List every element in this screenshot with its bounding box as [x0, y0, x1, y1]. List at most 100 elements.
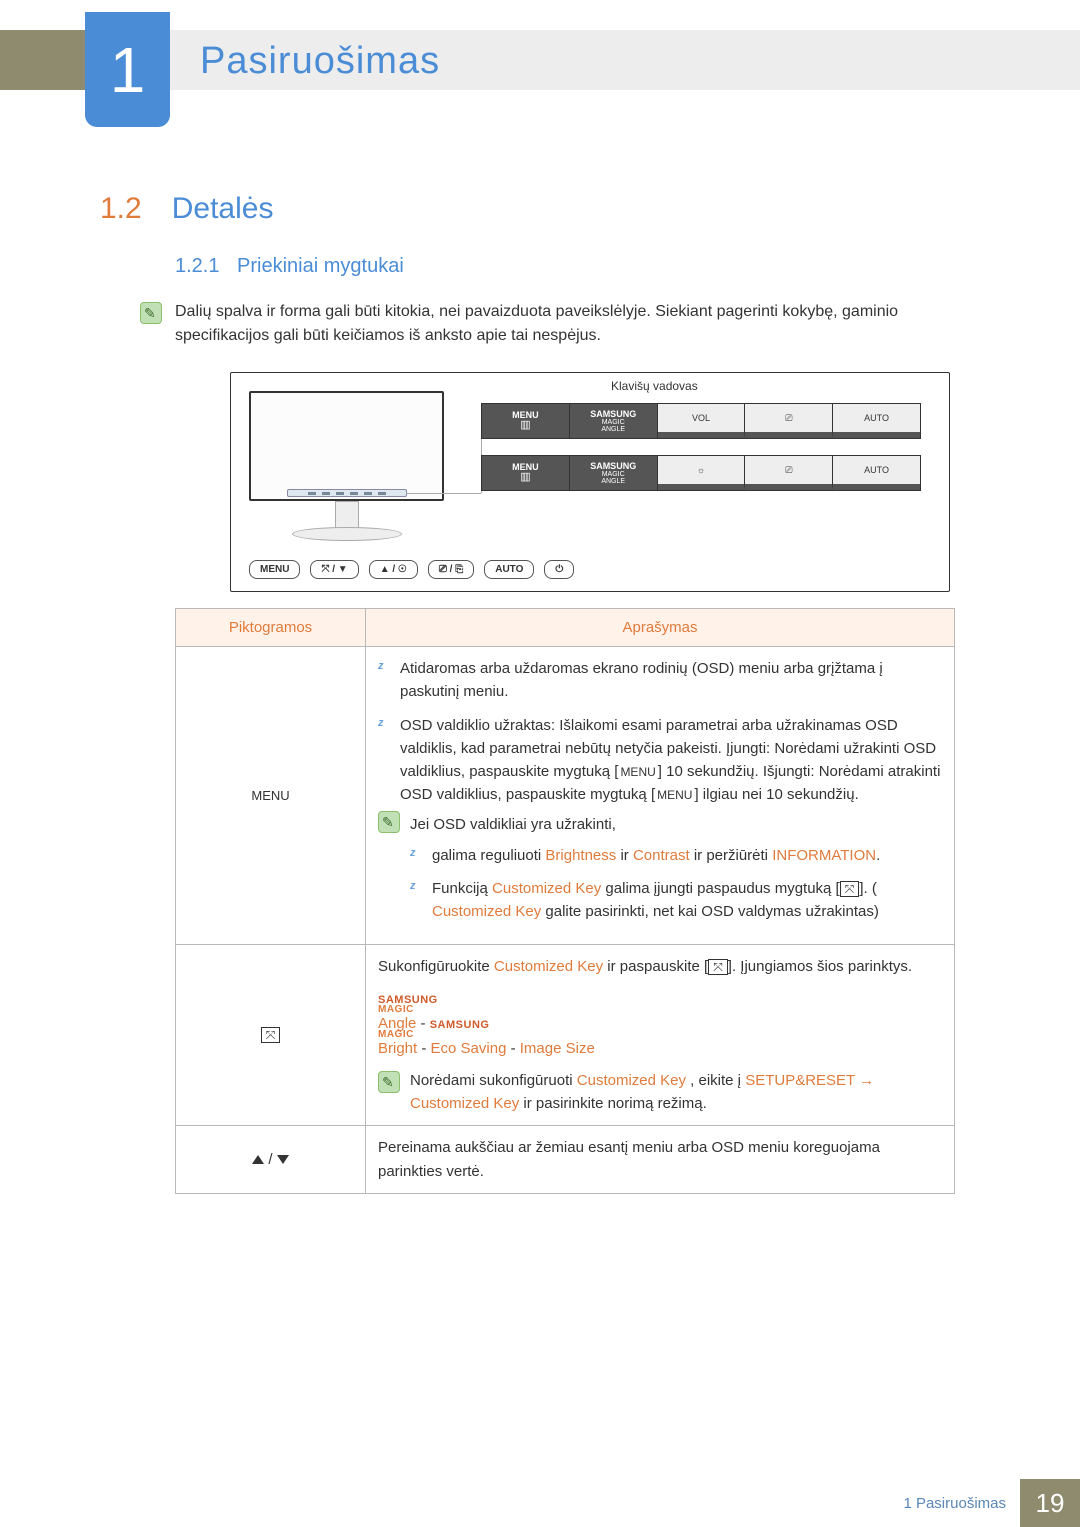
panel-label: AUTO: [864, 414, 889, 423]
button-chip-up: ▲ / ☉: [369, 560, 418, 579]
text-run: Norėdami sukonfigūruoti: [410, 1072, 577, 1089]
row-icon-menu: MENU: [176, 647, 366, 945]
sub-note-head: Jei OSD valdikliai yra užrakinti,: [410, 813, 942, 836]
separator: -: [421, 1040, 430, 1057]
button-chip-menu: MENU: [249, 560, 300, 579]
custom-key-icon: ⤧: [261, 1027, 281, 1043]
monitor-illustration: [249, 391, 444, 541]
monitor-button-bar: [287, 489, 407, 497]
panel-cell: SAMSUNGMAGICANGLE: [570, 456, 658, 490]
panel-cell: MENU▥: [482, 456, 570, 490]
separator: -: [421, 1015, 430, 1032]
top-bar-olive: [0, 30, 85, 90]
bullet-item: OSD valdiklio užraktas: Išlaikomi esami …: [378, 714, 942, 924]
text-run: ]. (: [859, 880, 877, 897]
buttons-table: Piktogramos Aprašymas MENU Atidaromas ar…: [175, 608, 955, 1194]
page-root: 1 Pasiruošimas 1.2 Detalės 1.2.1 Priekin…: [0, 0, 1080, 1527]
intro-note-block: Dalių spalva ir forma gali būti kitokia,…: [175, 300, 990, 348]
subsection-heading: 1.2.1 Priekiniai mygtukai: [175, 255, 404, 278]
panel-label: ⎚: [785, 466, 792, 475]
key-guide-row-1: MENU▥ SAMSUNGMAGICANGLE VOL ⎚ AUTO: [481, 403, 921, 439]
orange-term: Brightness: [545, 847, 616, 864]
orange-term: Customized Key: [492, 880, 601, 897]
panel-label: ⎚: [785, 414, 792, 423]
text-run: Funkciją: [432, 880, 492, 897]
text-run: , eikite į: [690, 1072, 745, 1089]
section-number: 1.2: [100, 192, 142, 226]
sub-note-block: Jei OSD valdikliai yra užrakinti, galima…: [378, 807, 942, 924]
subsection-title: Priekiniai mygtukai: [237, 255, 404, 277]
intro-note-text: Dalių spalva ir forma gali būti kitokia,…: [175, 303, 898, 344]
text-run: ]. Įjungiamos šios parinktys.: [728, 958, 912, 975]
menu-label: MENU: [655, 786, 694, 805]
bullet-item: Atidaromas arba uždaromas ekrano rodinių…: [378, 657, 942, 704]
table-row: ⤧ Sukonfigūruokite Customized Key ir pas…: [176, 944, 955, 1126]
orange-term: Customized Key: [432, 903, 541, 920]
inline-custom-icon: ⤧: [840, 881, 860, 897]
panel-label: ☼: [697, 466, 705, 475]
orange-term: SETUP&RESET: [745, 1072, 855, 1089]
panel-cell: ⎚: [745, 404, 833, 438]
menu-label: MENU: [618, 763, 657, 782]
button-chip-custom: ⤧ / ▼: [310, 560, 358, 579]
monitor-neck: [335, 501, 359, 529]
row-desc-updown: Pereinama aukščiau ar žemiau esantį meni…: [366, 1126, 955, 1194]
subsection-number: 1.2.1: [175, 255, 219, 277]
panel-label: AUTO: [864, 466, 889, 475]
physical-buttons-row: MENU ⤧ / ▼ ▲ / ☉ ⎚ / ⎘ AUTO ⏻: [249, 560, 574, 579]
button-chip-power: ⏻: [544, 560, 574, 579]
note-icon: [378, 1071, 400, 1093]
button-chip-source: ⎚ / ⎘: [428, 560, 474, 579]
note-icon: [378, 811, 400, 833]
triangle-up-icon: [252, 1155, 264, 1164]
page-footer: 1 Pasiruošimas 19: [0, 1479, 1080, 1527]
brand-options-line: SAMSUNGMAGICAngle - SAMSUNGMAGICBright -…: [378, 990, 942, 1057]
chapter-title: Pasiruošimas: [200, 40, 440, 83]
table-row: / Pereinama aukščiau ar žemiau esantį me…: [176, 1126, 955, 1194]
text-run: galite pasirinkti, net kai OSD valdymas …: [545, 903, 878, 920]
text-run: ir peržiūrėti: [694, 847, 772, 864]
orange-term: Customized Key: [577, 1072, 686, 1089]
row-icon-updown: /: [176, 1126, 366, 1194]
panel-cell: AUTO: [833, 404, 920, 438]
bullet-item: Funkciją Customized Key galima įjungti p…: [410, 877, 942, 924]
table-header-icons: Piktogramos: [176, 609, 366, 647]
text-run: ir paspauskite [: [607, 958, 708, 975]
orange-term: INFORMATION: [772, 847, 876, 864]
monitor-base: [292, 527, 402, 541]
footer-text: 1 Pasiruošimas: [903, 1495, 1006, 1512]
orange-term: Image Size: [520, 1040, 595, 1057]
text-run: galima įjungti paspaudus mygtuką [: [605, 880, 839, 897]
orange-term: Bright: [378, 1040, 417, 1057]
panel-cell: SAMSUNGMAGICANGLE: [570, 404, 658, 438]
button-diagram: Klavišų vadovas MENU▥ SAMSUNGMAGICANGLE …: [230, 372, 950, 592]
orange-term: Customized Key: [494, 958, 603, 975]
text-run: galima reguliuoti: [432, 847, 541, 864]
chapter-number-badge: 1: [85, 12, 170, 127]
panel-cell: MENU▥: [482, 404, 570, 438]
leader-line-1: [406, 493, 481, 494]
row-icon-custom: ⤧: [176, 944, 366, 1126]
table-row: MENU Atidaromas arba uždaromas ekrano ro…: [176, 647, 955, 945]
arrow-sep: →: [859, 1072, 874, 1089]
text-run: Sukonfigūruokite: [378, 958, 494, 975]
bullet-item: galima reguliuoti Brightness ir Contrast…: [410, 844, 942, 867]
triangle-down-icon: [277, 1155, 289, 1164]
samsung-magic-label: SAMSUNGMAGIC: [378, 1019, 942, 1040]
text-run: ir: [620, 847, 633, 864]
orange-term: Customized Key: [410, 1095, 519, 1112]
panel-cell: ⎚: [745, 456, 833, 490]
note-icon: [140, 302, 162, 324]
row-desc-custom: Sukonfigūruokite Customized Key ir paspa…: [366, 944, 955, 1126]
section-title: Detalės: [172, 192, 274, 226]
footer-page-number: 19: [1020, 1479, 1080, 1527]
monitor-screen: [249, 391, 444, 501]
section-heading: 1.2 Detalės: [100, 192, 273, 226]
row-desc-menu: Atidaromas arba uždaromas ekrano rodinių…: [366, 647, 955, 945]
text-run: ] ilgiau nei 10 sekundžių.: [694, 786, 858, 803]
panel-cell: VOL: [658, 404, 746, 438]
inline-custom-icon: ⤧: [708, 959, 728, 975]
table-header-desc: Aprašymas: [366, 609, 955, 647]
diagram-callout-title: Klavišų vadovas: [611, 379, 698, 393]
orange-term: Eco Saving: [431, 1040, 507, 1057]
